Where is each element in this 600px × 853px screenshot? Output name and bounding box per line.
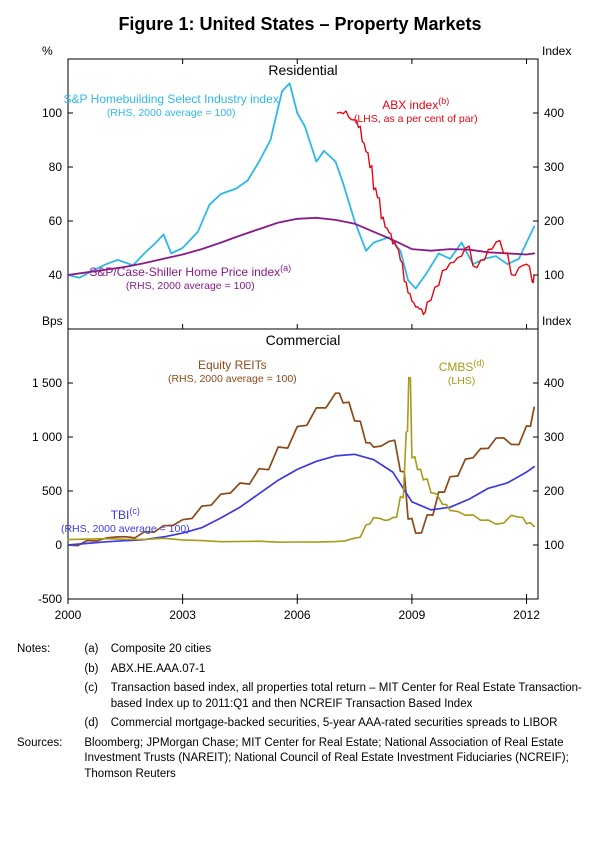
svg-text:S&P Homebuilding Select Indust: S&P Homebuilding Select Industry index — [64, 92, 279, 106]
svg-text:-500: -500 — [38, 592, 62, 606]
svg-text:2006: 2006 — [284, 608, 311, 622]
svg-text:1 000: 1 000 — [32, 430, 62, 444]
svg-text:300: 300 — [544, 430, 564, 444]
svg-text:CMBS(d): CMBS(d) — [439, 358, 485, 374]
svg-text:200: 200 — [544, 214, 564, 228]
svg-text:ABX index(b): ABX index(b) — [382, 96, 449, 112]
svg-text:(LHS): (LHS) — [448, 375, 475, 387]
svg-text:40: 40 — [49, 268, 63, 282]
svg-text:Residential: Residential — [268, 62, 337, 78]
note-b-text: ABX.HE.AAA.07-1 — [110, 661, 584, 679]
svg-text:Commercial: Commercial — [266, 332, 341, 348]
sources-label: Sources: — [16, 735, 68, 784]
note-d-tag: (d) — [70, 715, 107, 733]
svg-text:100: 100 — [544, 268, 564, 282]
svg-text:Equity REITs: Equity REITs — [198, 358, 267, 372]
svg-text:100: 100 — [42, 106, 62, 120]
svg-text:1 500: 1 500 — [32, 376, 62, 390]
svg-text:2012: 2012 — [513, 608, 540, 622]
svg-text:400: 400 — [544, 376, 564, 390]
svg-text:(RHS, 2000 average = 100): (RHS, 2000 average = 100) — [61, 523, 190, 535]
svg-text:200: 200 — [544, 484, 564, 498]
note-a-text: Composite 20 cities — [110, 641, 584, 659]
svg-text:100: 100 — [544, 538, 564, 552]
svg-text:80: 80 — [49, 160, 63, 174]
svg-text:500: 500 — [42, 484, 62, 498]
notes-label: Notes: — [16, 641, 68, 659]
note-d-text: Commercial mortgage-backed securities, 5… — [110, 715, 584, 733]
svg-text:Index: Index — [542, 314, 571, 328]
svg-text:(RHS, 2000 average = 100): (RHS, 2000 average = 100) — [126, 280, 255, 292]
svg-text:%: % — [42, 44, 53, 58]
svg-text:400: 400 — [544, 106, 564, 120]
svg-text:(RHS, 2000 average = 100): (RHS, 2000 average = 100) — [107, 107, 236, 119]
note-b-tag: (b) — [70, 661, 107, 679]
svg-text:2009: 2009 — [399, 608, 426, 622]
note-c-text: Transaction based index, all properties … — [110, 680, 584, 713]
figure-container: Figure 1: United States – Property Marke… — [0, 0, 600, 799]
svg-text:Index: Index — [542, 44, 571, 58]
svg-text:300: 300 — [544, 160, 564, 174]
figure-title: Figure 1: United States – Property Marke… — [14, 14, 586, 35]
chart-svg: 40 60 80 100 100 200 300 400% Index Residential S&… — [14, 41, 586, 633]
svg-text:TBI(c): TBI(c) — [111, 506, 140, 522]
sources-text: Bloomberg; JPMorgan Chase; MIT Center fo… — [70, 735, 584, 784]
svg-text:(RHS, 2000 average = 100): (RHS, 2000 average = 100) — [168, 373, 297, 385]
footnotes: Notes: (a) Composite 20 cities (b) ABX.H… — [14, 639, 586, 785]
svg-text:2000: 2000 — [55, 608, 82, 622]
svg-text:(LHS, as a per cent of par): (LHS, as a per cent of par) — [354, 113, 478, 125]
svg-text:S&P/Case-Shiller Home Price in: S&P/Case-Shiller Home Price index(a) — [89, 263, 291, 279]
note-a-tag: (a) — [70, 641, 107, 659]
svg-text:0: 0 — [55, 538, 62, 552]
svg-text:2003: 2003 — [169, 608, 196, 622]
svg-text:60: 60 — [49, 214, 63, 228]
svg-text:Bps: Bps — [42, 314, 63, 328]
note-c-tag: (c) — [70, 680, 107, 713]
